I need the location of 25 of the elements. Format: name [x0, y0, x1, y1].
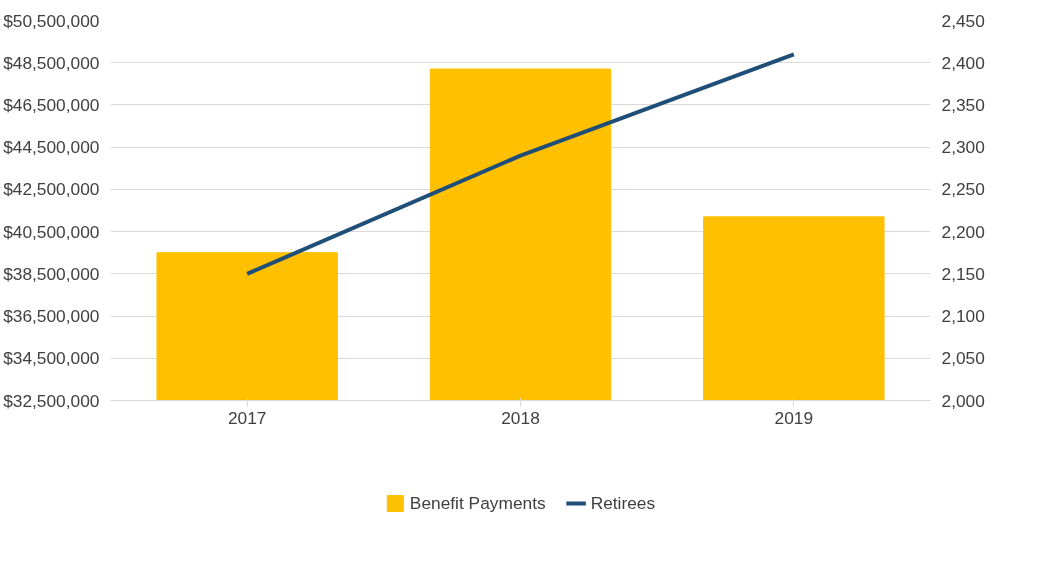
legend-label: Retirees — [590, 492, 656, 514]
y2-tick-label: 2,100 — [941, 306, 985, 327]
y2-tick-label: 2,450 — [941, 10, 985, 31]
legend-label: Benefit Payments — [409, 492, 546, 514]
y2-tick-label: 2,300 — [941, 137, 985, 158]
y2-tick-label: 2,200 — [941, 221, 985, 242]
y2-tick-label: 2,150 — [941, 263, 985, 284]
y-tick-label: $42,500,000 — [3, 179, 100, 200]
x-tick-label: 2019 — [774, 407, 814, 428]
x-tick-label: 2017 — [227, 407, 267, 428]
y-tick-label: $34,500,000 — [3, 348, 100, 369]
x-tick-label: 2018 — [501, 407, 540, 428]
y2-tick-label: 2,250 — [941, 179, 985, 200]
y-tick-label: $48,500,000 — [3, 52, 100, 73]
y2-tick-label: 2,400 — [941, 52, 985, 73]
y-tick-label: $32,500,000 — [3, 390, 100, 411]
y-tick-label: $36,500,000 — [3, 306, 100, 327]
y-tick-label: $40,500,000 — [3, 221, 100, 242]
y2-tick-label: 2,050 — [941, 348, 985, 369]
y-tick-label: $46,500,000 — [3, 94, 100, 115]
y-tick-label: $44,500,000 — [3, 137, 100, 158]
y2-tick-label: 2,000 — [941, 390, 985, 411]
y2-tick-label: 2,350 — [941, 94, 985, 115]
y-tick-label: $38,500,000 — [3, 263, 100, 284]
y-tick-label: $50,500,000 — [3, 10, 100, 31]
